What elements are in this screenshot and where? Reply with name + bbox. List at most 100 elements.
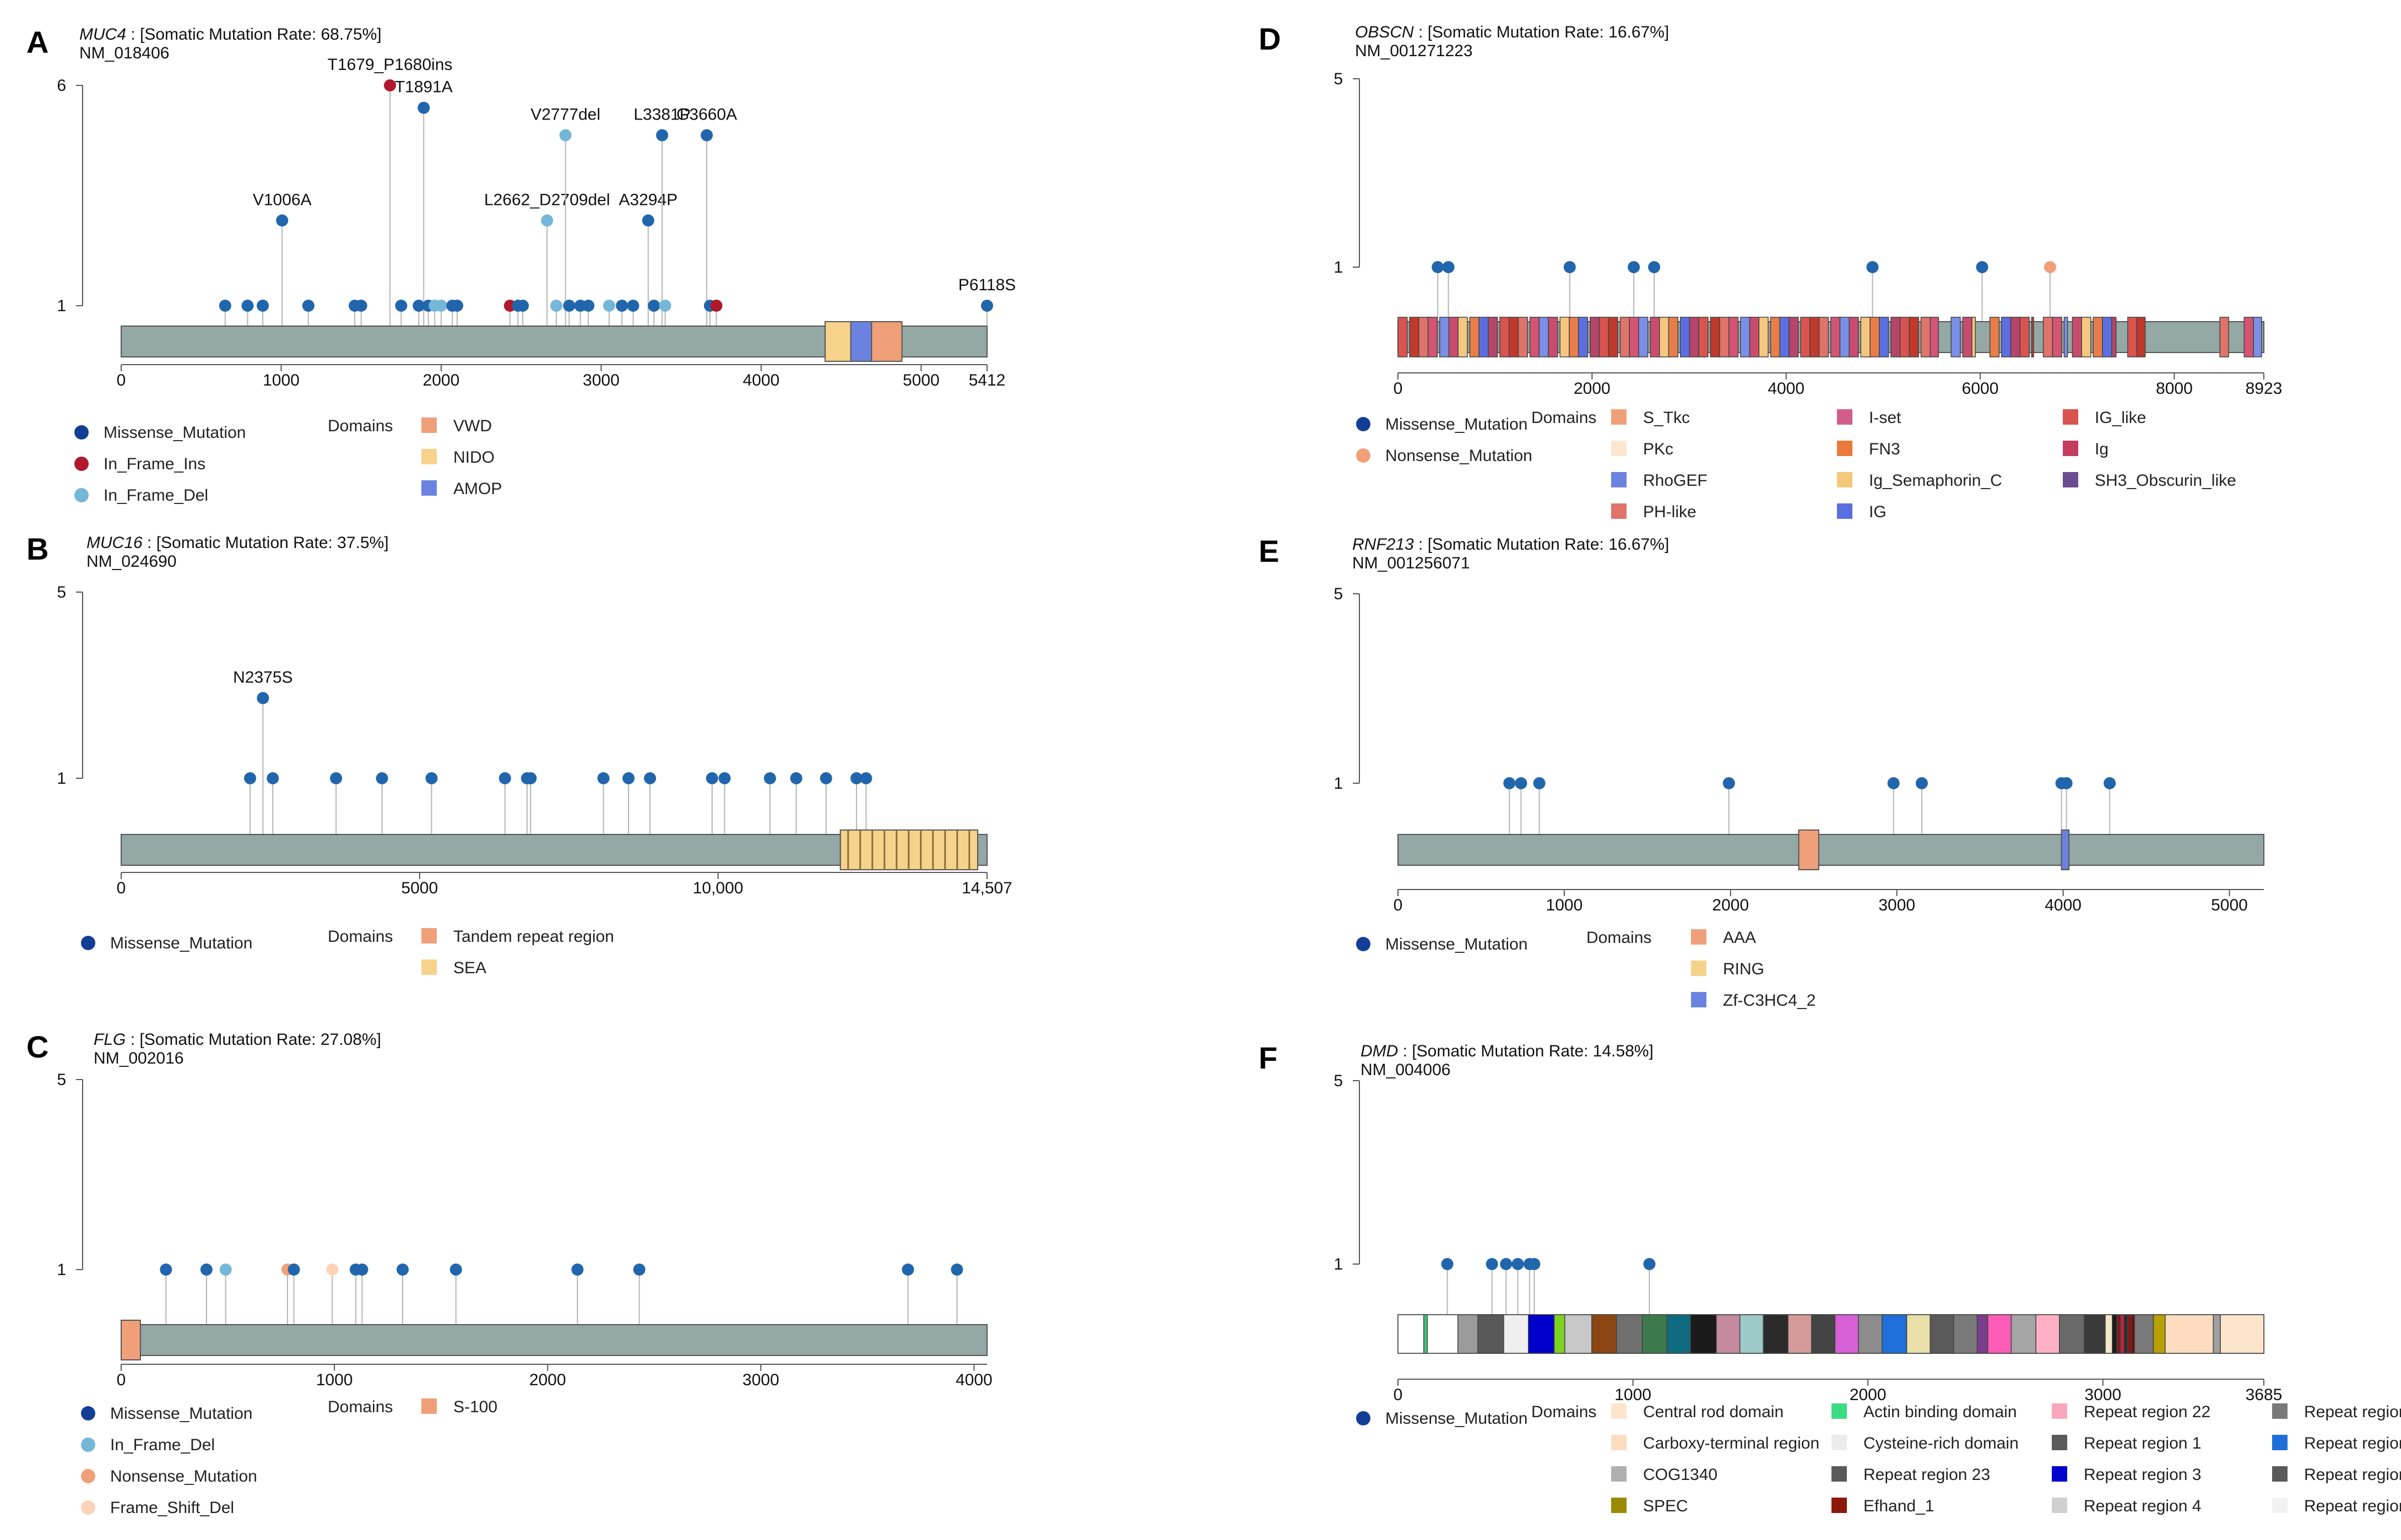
mutation-point — [981, 300, 993, 312]
legend-domain-swatch — [2052, 1403, 2067, 1419]
legend-mutation-swatch — [74, 457, 89, 471]
legend-domain-label: I-set — [1869, 409, 1901, 427]
legend-domain-swatch — [1611, 1466, 1627, 1482]
mutation-point — [435, 300, 447, 312]
transcript-id: NM_001271223 — [1355, 42, 1473, 60]
legend-domain-swatch — [1691, 961, 1706, 976]
y-tick-label: 6 — [57, 77, 66, 95]
domain-block — [1538, 317, 1549, 357]
mutation-point — [1533, 777, 1546, 789]
domain-block — [1591, 1314, 1617, 1354]
mutation-rate: : [Somatic Mutation Rate: 16.67%] — [1414, 23, 1670, 41]
y-tick-label: 1 — [57, 1261, 66, 1279]
panel-a: A MUC4 : [Somatic Mutation Rate: 68.75%]N… — [26, 25, 1016, 505]
y-tick-label: 5 — [57, 583, 66, 601]
domain-block — [2243, 317, 2254, 357]
legend-domain-label: S-100 — [453, 1398, 497, 1416]
gene-header: RNF213 : [Somatic Mutation Rate: 16.67%] — [1352, 535, 1669, 554]
domain-block — [1427, 1314, 1459, 1354]
legend-mutation-swatch — [1356, 1411, 1370, 1425]
legend-domain-swatch — [421, 928, 437, 943]
mutation-point — [616, 300, 628, 312]
mutation-point — [330, 772, 343, 784]
domain-block — [2134, 1314, 2154, 1354]
x-tick-label: 1000 — [316, 1371, 353, 1389]
domain-block — [2213, 1314, 2221, 1354]
legend-domain-label: Ig — [2095, 440, 2109, 458]
domain-block — [1409, 317, 1419, 357]
domain-block — [1508, 317, 1519, 357]
mutation-rate: : [Somatic Mutation Rate: 16.67%] — [1414, 535, 1670, 554]
mutation-point — [571, 1264, 584, 1276]
domain-block — [1427, 317, 1438, 357]
domain-block — [2219, 317, 2229, 357]
protein-bar — [1397, 834, 2264, 866]
x-tick-label: 1000 — [263, 371, 300, 389]
domain-block — [1788, 317, 1799, 357]
x-tick-label: 5000 — [401, 879, 438, 897]
legend-domain-swatch — [421, 449, 437, 464]
domain-block — [1529, 317, 1540, 357]
domain-block — [1629, 317, 1639, 357]
legend-mutation-label: Missense_Mutation — [1385, 1409, 1527, 1428]
legend-domain-label: SPEC — [1643, 1497, 1688, 1515]
y-tick-label: 1 — [57, 769, 66, 788]
legend-domain-label: Repeat region 2 — [2304, 1497, 2401, 1515]
legend-mutation-label: Missense_Mutation — [1385, 415, 1527, 433]
legend-mutation-swatch — [81, 936, 95, 950]
gene-name: MUC4 — [79, 25, 126, 44]
y-tick-label: 1 — [1334, 1255, 1343, 1273]
x-tick-label: 8000 — [2156, 379, 2193, 398]
x-tick-label: 0 — [117, 879, 126, 897]
legend-domain-swatch — [1831, 1466, 1847, 1482]
domain-block — [2120, 1314, 2124, 1354]
mutation-rate: : [Somatic Mutation Rate: 27.08%] — [126, 1031, 381, 1049]
panel-b: B MUC16 : [Somatic Mutation Rate: 37.5%]N… — [26, 532, 1012, 977]
mutation-point — [517, 300, 529, 312]
domain-block — [2052, 317, 2062, 357]
mutation-rate: : [Somatic Mutation Rate: 14.58%] — [1398, 1042, 1654, 1060]
gene-header: MUC16 : [Somatic Mutation Rate: 37.5%] — [86, 534, 389, 552]
legend-domain-label: Ig_Semaphorin_C — [1869, 471, 2002, 490]
domain-block — [1641, 1314, 1668, 1354]
legend-domain-swatch — [2063, 409, 2078, 425]
mutation-point — [418, 101, 430, 114]
gene-header: DMD : [Somatic Mutation Rate: 14.58%] — [1361, 1042, 1654, 1060]
x-tick-label: 10,000 — [693, 879, 744, 897]
mutation-point — [763, 772, 776, 784]
legend-domain-swatch — [1837, 472, 1852, 487]
x-tick-label: 4000 — [1768, 379, 1804, 398]
x-tick-label: 5000 — [903, 371, 940, 389]
legend-domain-swatch — [2052, 1466, 2067, 1482]
gene-name: OBSCN — [1355, 23, 1414, 41]
transcript-id: NM_018406 — [79, 44, 169, 62]
legend-mutation-label: Missense_Mutation — [104, 424, 246, 442]
domain-block — [2111, 317, 2117, 357]
legend-domain-label: AAA — [1723, 929, 1756, 947]
domain-block — [1858, 1314, 1883, 1354]
mutation-point — [1432, 261, 1444, 273]
domain-block — [2165, 1314, 2214, 1354]
y-tick-label: 5 — [1334, 585, 1343, 603]
legend-domain-swatch — [1837, 441, 1852, 456]
x-tick-label: 0 — [117, 371, 126, 389]
mutation-point — [550, 300, 563, 312]
domain-block — [1930, 317, 1939, 357]
mutation-point — [1887, 777, 1900, 789]
panel-letter: A — [26, 25, 48, 59]
legend-mutation-swatch — [1356, 937, 1370, 951]
legend-domains-label: Domains — [328, 1398, 393, 1416]
gene-header: OBSCN : [Somatic Mutation Rate: 16.67%] — [1355, 23, 1669, 41]
domain-block — [2123, 1314, 2128, 1354]
mutation-point — [276, 214, 289, 227]
domain-block — [1668, 317, 1679, 357]
domain-block — [1740, 317, 1750, 357]
domain-block — [1528, 1314, 1555, 1354]
domain-block — [1698, 317, 1709, 357]
legend-domain-label: FN3 — [1869, 440, 1900, 458]
mutation-point — [659, 300, 671, 312]
domain-block — [2153, 1314, 2166, 1354]
domain-block — [2127, 1314, 2132, 1354]
domain-block — [121, 1320, 141, 1360]
